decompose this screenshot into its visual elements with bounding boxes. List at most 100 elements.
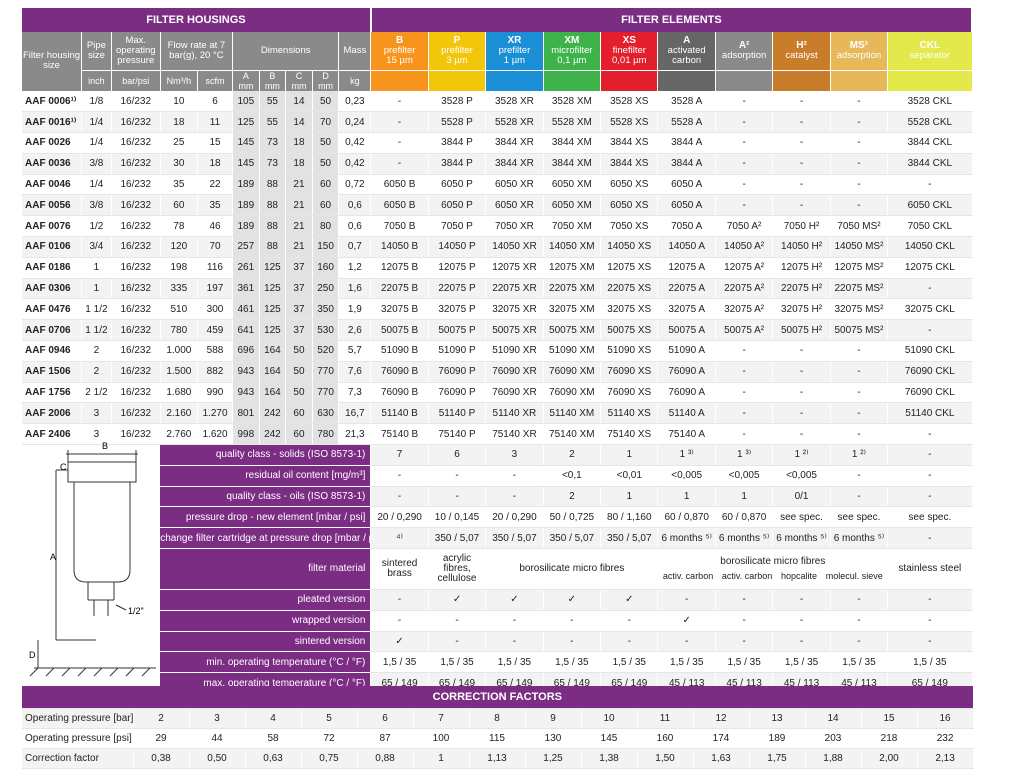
table-cell: 3844 P <box>428 153 487 175</box>
col-pipe-size: Pipe size <box>81 32 112 71</box>
version-value: - <box>887 631 973 653</box>
table-row: AAF 0016¹⁾ 1/4 16/232 18 11 125 55 14 70 0,24-552… <box>22 111 973 134</box>
table-cell: 261 <box>232 257 260 279</box>
table-cell: 16/232 <box>111 402 161 425</box>
table-cell: 15 <box>197 132 234 154</box>
filter-housing-drawing: A B C D 1/2" <box>29 441 156 677</box>
unit-spacer <box>657 70 716 91</box>
table-cell: 76090 B <box>370 361 429 383</box>
table-cell: 5528 CKL <box>887 111 973 134</box>
table-cell: 125 <box>259 278 287 300</box>
table-cell: - <box>772 382 831 404</box>
col-dimensions: Dimensions <box>232 32 340 71</box>
table-cell: 50 <box>285 340 313 362</box>
table-cell: 0,24 <box>338 111 372 134</box>
table-cell: 14050 A² <box>715 236 774 258</box>
table-row: AAF 0036 3/8 16/232 30 18 145 73 18 50 0,42-3844 … <box>22 153 973 175</box>
version-value: - <box>370 589 429 611</box>
correction-value: 15 <box>861 708 918 729</box>
property-label: wrapped version <box>160 610 372 632</box>
table-cell: - <box>887 319 973 342</box>
dim-label-c: C <box>60 462 67 472</box>
table-cell: 105 <box>232 91 260 113</box>
table-cell: - <box>772 340 831 362</box>
table-cell: 7050 CKL <box>887 215 973 238</box>
table-cell: 88 <box>259 215 287 238</box>
table-cell: 51090 P <box>428 340 487 362</box>
table-cell: 22075 P <box>428 278 487 300</box>
table-cell: 16/232 <box>111 361 161 383</box>
table-cell: 25 <box>160 132 198 154</box>
table-cell: 16,7 <box>338 402 372 425</box>
correction-value: 1,38 <box>581 748 638 769</box>
table-cell: 150 <box>312 236 340 258</box>
correction-value: 1 <box>413 748 470 769</box>
table-cell: 14050 CKL <box>887 236 973 258</box>
property-value: 350 / 5,07 <box>428 527 487 550</box>
table-cell: 16/232 <box>111 319 161 342</box>
table-cell: 6 <box>197 91 234 113</box>
table-cell: 7050 XM <box>543 215 602 238</box>
table-cell: 50 <box>312 132 340 154</box>
correction-value: 8 <box>469 708 526 729</box>
table-row: AAF 1756 2 1/2 16/232 1.680 990 943 164 50 770 7,… <box>22 382 973 404</box>
correction-value: 14 <box>805 708 862 729</box>
material-value: stainless steel <box>887 548 973 591</box>
table-cell: 5528 P <box>428 111 487 134</box>
element-head-XM: XM microfilter 0,1 µm <box>543 32 602 71</box>
table-cell: 198 <box>160 257 198 279</box>
correction-value: 1,75 <box>749 748 806 769</box>
correction-row: Operating pressure [bar] 2 3 4 5 6 7 8 9 10 11 12 13… <box>22 708 974 729</box>
table-cell: 3528 P <box>428 91 487 113</box>
unit-inch: inch <box>81 70 112 91</box>
table-cell: 0,7 <box>338 236 372 258</box>
table-cell: - <box>715 402 774 425</box>
table-cell: 189 <box>232 215 260 238</box>
dim-label-d: D <box>29 650 36 660</box>
table-cell: 1.620 <box>197 423 234 446</box>
property-value: <0,005 <box>657 465 716 487</box>
unit-spacer <box>428 70 487 91</box>
table-cell: 76090 B <box>370 382 429 404</box>
table-row: AAF 0946 2 16/232 1.000 588 696 164 50 520 5,7 510… <box>22 340 973 362</box>
table-cell: 51090 XR <box>485 340 544 362</box>
table-cell: 50075 H² <box>772 319 831 342</box>
table-cell: 3 <box>81 423 112 446</box>
table-cell: 51140 B <box>370 402 429 425</box>
table-cell: 7050 A <box>657 215 716 238</box>
table-cell: 76090 P <box>428 382 487 404</box>
table-cell: 1,9 <box>338 298 372 321</box>
table-cell: 80 <box>312 215 340 238</box>
table-cell: 51090 XM <box>543 340 602 362</box>
material-value: activ. carbon <box>721 571 773 582</box>
table-cell: - <box>830 174 889 196</box>
version-value: - <box>715 631 774 653</box>
table-cell: 164 <box>259 361 287 383</box>
table-cell: 50 <box>312 91 340 113</box>
table-cell: 16/232 <box>111 91 161 113</box>
correction-value: 130 <box>525 728 582 749</box>
table-cell: 530 <box>312 319 340 342</box>
table-cell: - <box>830 111 889 134</box>
version-value: 1,5 / 35 <box>830 651 889 674</box>
table-cell: 0,6 <box>338 215 372 238</box>
correction-value: 3 <box>189 708 246 729</box>
table-cell: 37 <box>285 257 313 279</box>
table-cell: 51140 XM <box>543 402 602 425</box>
property-value: 350 / 5,07 <box>543 527 602 550</box>
correction-value: 203 <box>805 728 862 749</box>
table-cell: 780 <box>160 319 198 342</box>
table-cell: 75140 A <box>657 423 716 446</box>
property-value: 1 ³⁾ <box>715 444 774 466</box>
housing-model: AAF 0016¹⁾ <box>22 111 83 134</box>
table-row: AAF 0476 1 1/2 16/232 510 300 461 125 37 350 1,9 3… <box>22 298 973 321</box>
table-row: AAF 0046 1/4 16/232 35 22 189 88 21 60 0,72 6050 B… <box>22 174 973 196</box>
table-cell: 14050 XS <box>600 236 659 258</box>
table-cell: - <box>715 174 774 196</box>
table-cell: 76090 XS <box>600 382 659 404</box>
version-value: ✓ <box>657 610 716 632</box>
table-cell: 22075 XR <box>485 278 544 300</box>
table-cell: 2,6 <box>338 319 372 342</box>
table-cell: 1 <box>81 278 112 300</box>
